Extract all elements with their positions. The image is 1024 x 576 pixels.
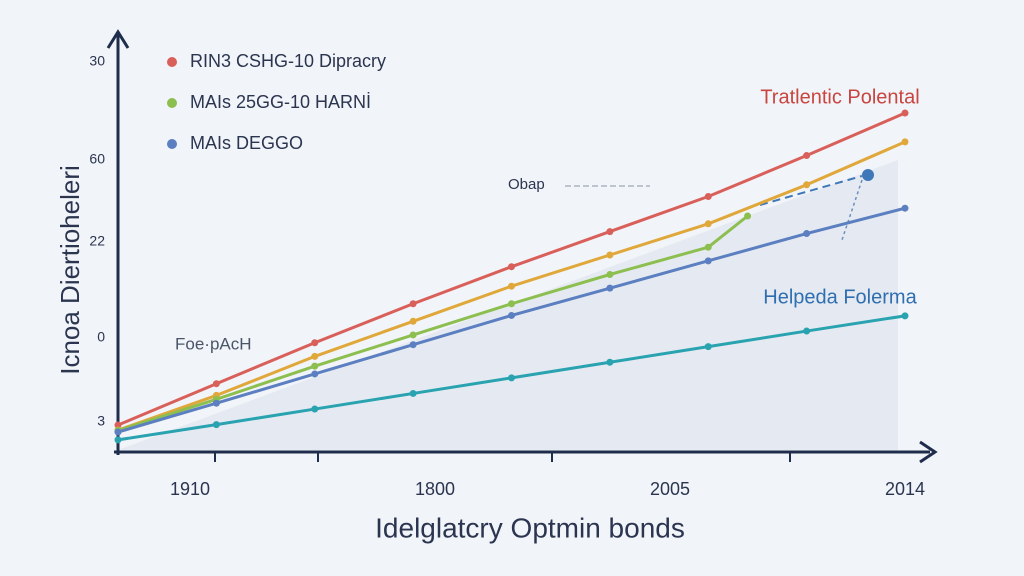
- point: [606, 228, 614, 236]
- legend-swatch: [167, 57, 177, 67]
- point: [744, 212, 752, 220]
- point: [901, 138, 909, 146]
- legend-label: RIN3 CSHG-10 Dipracry: [190, 51, 386, 71]
- point: [508, 311, 515, 319]
- x-tick-label: 1910: [170, 479, 210, 499]
- point: [803, 327, 811, 335]
- point: [212, 399, 220, 407]
- legend-swatch: [167, 139, 177, 149]
- point: [311, 370, 319, 378]
- point: [311, 339, 319, 347]
- point: [606, 358, 614, 366]
- point: [114, 436, 122, 444]
- point: [803, 181, 811, 189]
- y-tick-label: 60: [89, 151, 105, 167]
- legend-label: MAIs DEGGO: [190, 133, 303, 153]
- point: [311, 362, 319, 370]
- y-tick-label: 22: [89, 233, 105, 249]
- legend-label: MAIs 25GG-10 HARNİ: [190, 92, 371, 112]
- point: [409, 317, 417, 325]
- x-axis-title: Idelglatcry Optmin bonds: [375, 512, 685, 543]
- point: [212, 421, 220, 429]
- point: [212, 380, 220, 388]
- point: [803, 152, 811, 160]
- line: [117, 214, 749, 432]
- legend-swatch: [167, 98, 177, 108]
- y-tick-label: 30: [89, 53, 105, 69]
- annotation: Tratlentic Polental: [760, 86, 919, 108]
- point: [508, 282, 515, 290]
- point: [409, 300, 417, 308]
- point: [901, 204, 909, 212]
- point: [606, 271, 614, 278]
- point: [704, 193, 712, 200]
- point: [114, 421, 122, 429]
- point: [901, 109, 909, 117]
- point: [606, 251, 614, 259]
- annotation: Obap: [508, 176, 545, 193]
- point: [704, 343, 712, 351]
- annotation: Helpeda Folerma: [763, 286, 917, 308]
- point: [901, 312, 909, 320]
- y-tick-label: 3: [97, 413, 105, 429]
- y-axis-arrow: [106, 29, 130, 49]
- point: [508, 300, 515, 308]
- point: [508, 263, 515, 271]
- point: [803, 230, 811, 238]
- point: [409, 389, 417, 397]
- point: [704, 257, 712, 265]
- point: [114, 428, 122, 436]
- point: [704, 220, 712, 228]
- y-tick-label: 0: [97, 329, 105, 345]
- point: [606, 284, 614, 292]
- annotation-arrow: [759, 175, 863, 206]
- x-axis-arrow: [919, 440, 938, 464]
- point: [311, 352, 319, 360]
- x-tick-label: 2014: [885, 479, 925, 499]
- point: [409, 341, 417, 349]
- annotation: Foe·pAcH: [175, 334, 252, 353]
- point: [311, 405, 319, 413]
- y-axis-title: Icnoa Diertioheleri: [55, 165, 85, 375]
- annotation-arrow: [841, 179, 863, 241]
- point: [704, 243, 712, 251]
- point: [508, 374, 515, 382]
- x-tick-label: 1800: [415, 479, 455, 499]
- point: [409, 331, 417, 339]
- x-tick-label: 2005: [650, 479, 690, 499]
- annotation-dot: [862, 169, 874, 181]
